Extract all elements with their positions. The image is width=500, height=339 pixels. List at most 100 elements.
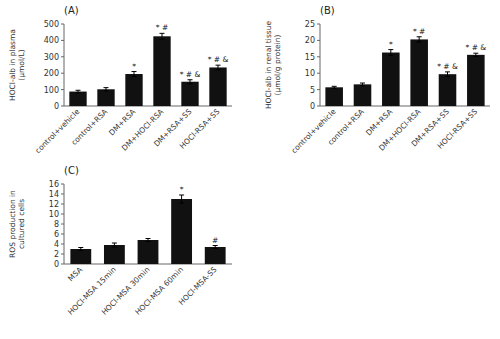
x-tick-label: control+vehicle (33, 107, 81, 155)
y-tick-label: 200 (44, 69, 59, 78)
error-bar-stem (134, 72, 135, 77)
error-bar (160, 33, 165, 39)
y-axis-label-line: (μmol/g protein) (273, 34, 282, 95)
y-tick-label: 16 (49, 180, 59, 189)
y-tick-label: 14 (49, 190, 59, 199)
error-bar-cap (417, 36, 422, 37)
marks (325, 37, 484, 106)
bar (69, 92, 86, 106)
y-tick (61, 254, 64, 255)
error-bar-cap (213, 248, 218, 249)
y-axis-label: ROS production incultured cells (8, 190, 26, 258)
bar (439, 74, 457, 106)
error-bar-cap (332, 88, 337, 89)
bar (171, 199, 192, 264)
bar (467, 55, 485, 106)
error-bar (112, 243, 117, 247)
error-bar-stem (447, 72, 448, 77)
error-bar-cap (445, 71, 450, 72)
error-bar-cap (179, 203, 184, 204)
x-tick-label: MSA (66, 264, 85, 283)
bar (325, 87, 343, 106)
bar (181, 82, 198, 106)
y-tick-label: 400 (44, 36, 59, 45)
y-axis-line (64, 24, 65, 106)
error-bar-cap (78, 250, 83, 251)
x-axis-line (64, 106, 232, 107)
y-tick (61, 73, 64, 74)
x-tick-label: HOCl-MSA-SS (177, 265, 219, 307)
y-tick (61, 106, 64, 107)
error-bar-cap (213, 245, 218, 246)
error-bar (146, 239, 151, 242)
y-tick (317, 106, 320, 107)
bar (97, 89, 114, 106)
error-bar-cap (445, 76, 450, 77)
annotation: * # & (208, 55, 229, 64)
error-bar-stem (390, 50, 391, 56)
y-axis-label-line: (μmol/L) (17, 49, 26, 80)
annotation: * (180, 185, 184, 194)
error-bar-cap (473, 56, 478, 57)
error-bar-cap (160, 39, 165, 40)
x-axis-line (320, 106, 490, 107)
y-tick-label: 25 (305, 20, 315, 29)
error-bar-cap (160, 33, 165, 34)
error-bar (104, 88, 109, 91)
y-axis-label-line: cultured cells (17, 199, 26, 249)
y-tick-label: 6 (54, 230, 59, 239)
bar (104, 245, 125, 264)
bar (70, 249, 91, 264)
y-tick-label: 15 (305, 53, 315, 62)
y-tick-label: 8 (54, 220, 59, 229)
error-bar (445, 72, 450, 77)
panel: (C)ROS production incultured cells024681… (8, 165, 232, 317)
x-tick-label: HOCl-RSA+SS (178, 107, 222, 151)
error-bar-cap (132, 76, 137, 77)
error-bar-stem (114, 243, 115, 247)
y-tick-label: 0 (54, 102, 59, 111)
y-tick (317, 89, 320, 90)
y-tick (317, 56, 320, 57)
y-tick (61, 264, 64, 265)
bar (153, 36, 170, 106)
y-tick (61, 244, 64, 245)
y-tick-label: 100 (44, 86, 59, 95)
error-bar-stem (181, 195, 182, 203)
error-bar-cap (132, 71, 137, 72)
y-axis-label-line: HOCl-alb in renal tissue (264, 21, 273, 110)
y-tick (61, 89, 64, 90)
y-tick (61, 24, 64, 25)
y-axis-label-line: ROS production in (8, 190, 17, 258)
error-bar-cap (388, 49, 393, 50)
error-bar-cap (360, 85, 365, 86)
error-bar-cap (146, 241, 151, 242)
error-bar (473, 53, 478, 56)
error-bar-cap (473, 53, 478, 54)
error-bar-cap (216, 65, 221, 66)
annotation: * # (413, 27, 425, 36)
bar (354, 84, 372, 106)
y-tick (61, 184, 64, 185)
error-bar-cap (188, 79, 193, 80)
error-bar (188, 80, 193, 84)
y-tick-label: 2 (54, 250, 59, 259)
annotation: * (132, 62, 136, 71)
error-bar-cap (104, 87, 109, 88)
error-bar-cap (112, 243, 117, 244)
error-bar-cap (216, 69, 221, 70)
y-tick-label: 20 (305, 36, 315, 45)
error-bar (332, 86, 337, 88)
figure: (A)HOCl-alb in plasma(μmol/L)01002003004… (0, 0, 500, 339)
panel: (A)HOCl-alb in plasma(μmol/L)01002003004… (8, 5, 232, 155)
y-tick-label: 10 (49, 210, 59, 219)
y-axis-label-line: HOCl-alb in plasma (8, 29, 17, 101)
error-bar-cap (188, 83, 193, 84)
error-bar-cap (417, 42, 422, 43)
y-tick (61, 214, 64, 215)
bar (209, 67, 226, 106)
y-tick (61, 224, 64, 225)
bar (410, 39, 428, 106)
panel: (B)HOCl-alb in renal tissue(μmol/g prote… (264, 5, 490, 155)
bar (125, 74, 142, 106)
